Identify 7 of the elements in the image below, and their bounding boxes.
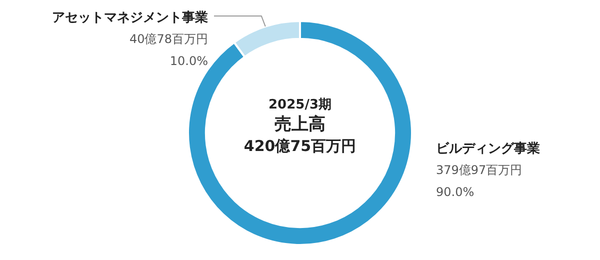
text: 420億75百万円 [244, 136, 356, 155]
data-label: 379億97百万円 90.0% [436, 163, 522, 200]
data-label: 40億78百万円 10.0% [129, 32, 208, 68]
text: 売上高 [274, 114, 326, 134]
slice-label: ビルディング事業 [436, 141, 540, 156]
text: 2025/3期 [268, 97, 332, 112]
slice-label: アセットマネジメント事業 [52, 10, 208, 26]
